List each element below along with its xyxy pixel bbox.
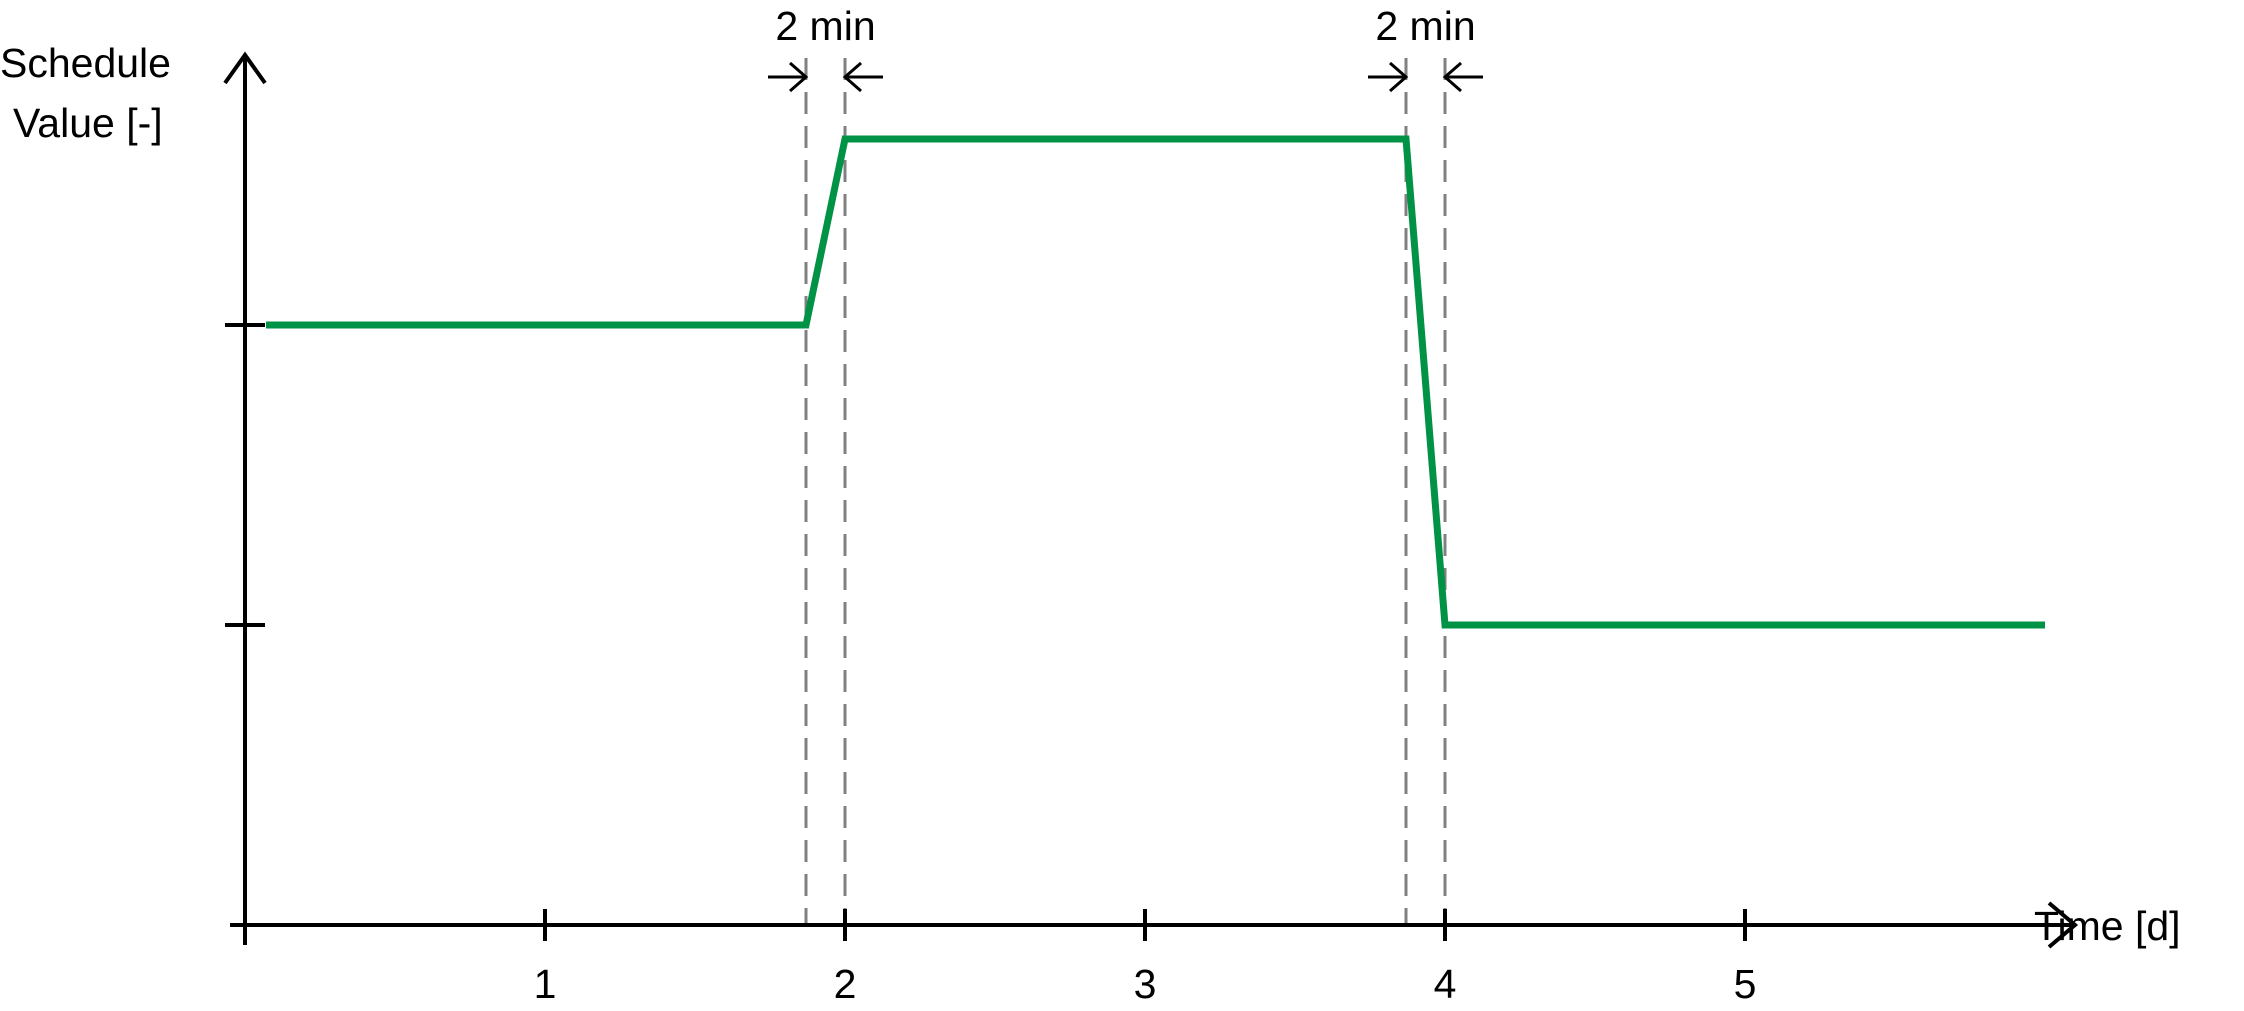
series-layer xyxy=(266,135,2045,629)
y-axis-label-line-1: Schedule xyxy=(0,40,171,86)
x-tick-label-1: 1 xyxy=(534,961,557,1007)
arrow-head-left-icon xyxy=(1442,61,1462,93)
duration-annotation-2: 2 min xyxy=(1368,3,1483,93)
arrow-head-right-icon xyxy=(1389,61,1409,93)
x-tick-label-4: 4 xyxy=(1434,961,1457,1007)
x-axis-label: Time [d] xyxy=(2034,903,2181,949)
ticks xyxy=(225,323,1747,941)
axes xyxy=(223,51,2079,949)
duration-label: 2 min xyxy=(775,3,875,49)
x-tick-label-5: 5 xyxy=(1734,961,1757,1007)
series-line-1 xyxy=(266,135,2045,629)
duration-annotation-1: 2 min xyxy=(768,3,883,93)
x-tick-label-2: 2 xyxy=(834,961,857,1007)
x-axis-arrow xyxy=(2047,901,2079,949)
duration-label: 2 min xyxy=(1375,3,1475,49)
x-tick-label-3: 3 xyxy=(1134,961,1157,1007)
arrow-head-left-icon xyxy=(842,61,862,93)
arrow-head-right-icon xyxy=(789,61,809,93)
y-axis-arrow xyxy=(223,51,267,85)
y-axis-label-line-2: Value [-] xyxy=(13,100,163,146)
guide-lines xyxy=(804,58,1447,925)
x-tick-labels: 1 2 3 4 5 xyxy=(534,961,1757,1007)
annotations: 2 min 2 min xyxy=(768,3,1483,93)
